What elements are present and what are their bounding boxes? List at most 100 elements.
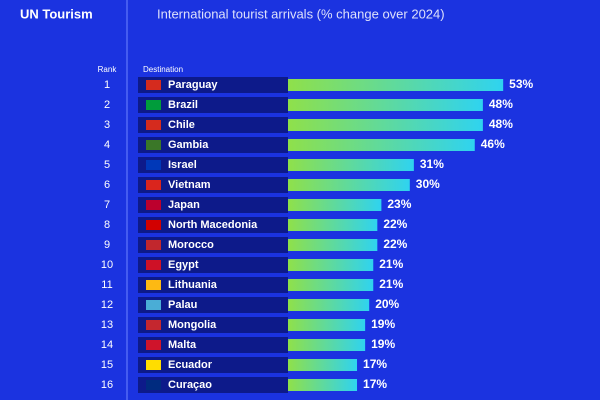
value-label: 22% — [383, 237, 407, 251]
rank-label: 1 — [104, 79, 110, 91]
flag-icon — [146, 360, 161, 370]
chart-title: International tourist arrivals (% change… — [157, 6, 445, 21]
bar — [288, 119, 483, 131]
flag-icon — [146, 380, 161, 390]
bar — [288, 139, 475, 151]
value-label: 31% — [420, 157, 444, 171]
brand: UN Tourism — [20, 6, 93, 21]
destination-label: Morocco — [168, 239, 214, 251]
value-label: 21% — [379, 277, 403, 291]
flag-icon — [146, 320, 161, 330]
bar — [288, 259, 374, 271]
flag-icon — [146, 200, 161, 210]
rank-label: 2 — [104, 99, 110, 111]
destination-label: Gambia — [168, 139, 209, 151]
value-label: 48% — [489, 97, 513, 111]
rank-label: 14 — [101, 339, 113, 351]
value-label: 53% — [509, 77, 533, 91]
bar — [288, 179, 410, 191]
row-background — [138, 277, 288, 293]
bar — [288, 199, 382, 211]
destination-label: Mongolia — [168, 319, 217, 331]
destination-label: Israel — [168, 159, 197, 171]
value-label: 23% — [387, 197, 411, 211]
row-background — [138, 297, 288, 313]
rank-label: 9 — [104, 239, 110, 251]
destination-label: Egypt — [168, 259, 199, 271]
destination-label: Brazil — [168, 99, 198, 111]
flag-icon — [146, 220, 161, 230]
flag-icon — [146, 80, 161, 90]
rank-header: Rank — [98, 65, 118, 74]
bar — [288, 379, 358, 391]
value-label: 30% — [416, 177, 440, 191]
row-background — [138, 177, 288, 193]
bar — [288, 339, 366, 351]
row-background — [138, 237, 288, 253]
value-label: 48% — [489, 117, 513, 131]
rank-label: 16 — [101, 379, 113, 391]
row-background — [138, 77, 288, 93]
rank-label: 10 — [101, 259, 113, 271]
flag-icon — [146, 100, 161, 110]
destination-label: Vietnam — [168, 179, 211, 191]
bar — [288, 159, 414, 171]
value-label: 17% — [363, 377, 387, 391]
row-background — [138, 337, 288, 353]
flag-icon — [146, 240, 161, 250]
destination-label: Paraguay — [168, 79, 218, 91]
row-background — [138, 357, 288, 373]
destination-label: Japan — [168, 199, 200, 211]
rank-label: 5 — [104, 159, 110, 171]
bar — [288, 279, 374, 291]
row-background — [138, 197, 288, 213]
bar — [288, 99, 483, 111]
rank-label: 3 — [104, 119, 110, 131]
destination-label: Lithuania — [168, 279, 218, 291]
bar — [288, 319, 366, 331]
flag-icon — [146, 300, 161, 310]
value-label: 46% — [481, 137, 505, 151]
value-label: 17% — [363, 357, 387, 371]
destination-label: Malta — [168, 339, 197, 351]
destination-header: Destination — [143, 65, 183, 74]
row-background — [138, 217, 288, 233]
rank-label: 6 — [104, 179, 110, 191]
rank-label: 11 — [101, 279, 112, 291]
value-label: 19% — [371, 337, 395, 351]
flag-icon — [146, 180, 161, 190]
flag-icon — [146, 160, 161, 170]
row-background — [138, 377, 288, 393]
row-background — [138, 117, 288, 133]
row-background — [138, 157, 288, 173]
destination-label: Palau — [168, 299, 197, 311]
row-background — [138, 257, 288, 273]
flag-icon — [146, 340, 161, 350]
flag-icon — [146, 120, 161, 130]
flag-icon — [146, 280, 161, 290]
rank-label: 12 — [101, 299, 113, 311]
value-label: 19% — [371, 317, 395, 331]
value-label: 20% — [375, 297, 399, 311]
value-label: 22% — [383, 217, 407, 231]
destination-label: Curaçao — [168, 379, 212, 391]
bar — [288, 79, 504, 91]
rank-label: 4 — [104, 139, 110, 151]
value-label: 21% — [379, 257, 403, 271]
row-background — [138, 97, 288, 113]
rank-label: 13 — [101, 319, 113, 331]
row-background — [138, 317, 288, 333]
row-background — [138, 137, 288, 153]
rank-label: 8 — [104, 219, 110, 231]
destination-label: Chile — [168, 119, 195, 131]
rank-label: 7 — [104, 199, 110, 211]
flag-icon — [146, 140, 161, 150]
destination-label: Ecuador — [168, 359, 213, 371]
bar — [288, 239, 378, 251]
flag-icon — [146, 260, 161, 270]
rank-label: 15 — [101, 359, 113, 371]
destination-label: North Macedonia — [168, 219, 258, 231]
bar — [288, 299, 370, 311]
bar — [288, 359, 358, 371]
